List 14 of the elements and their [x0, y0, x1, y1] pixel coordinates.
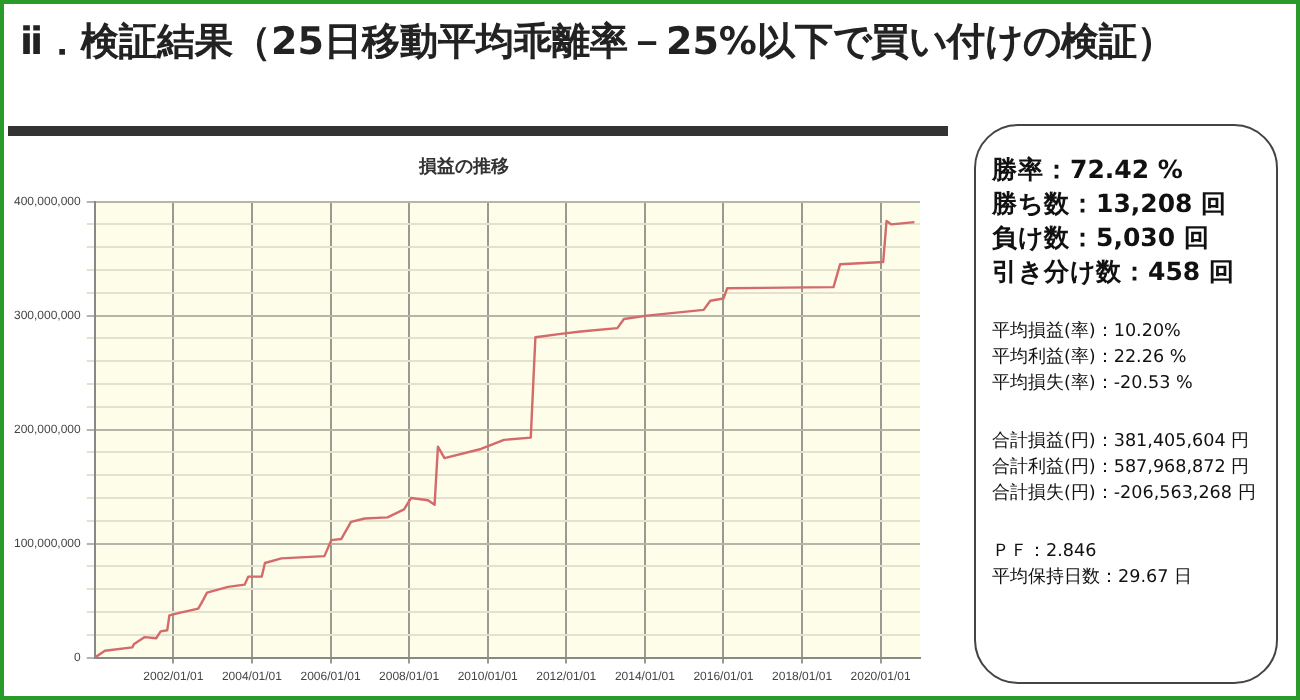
text: 引き分け数：458 回 [992, 254, 1237, 288]
chart-subtitle: 損益の推移 [417, 155, 509, 176]
text: 合計利益(円)：587,968,872 円 [992, 456, 1252, 482]
text: 平均保持日数：29.67 日 [992, 566, 1194, 592]
text: 合計損益(円)：381,405,604 円 [992, 430, 1252, 456]
text: 勝率：72.42 % [992, 152, 1185, 186]
text: 合計損失(円)：-206,563,268 円 [992, 482, 1258, 508]
text: 勝ち数：13,208 回 [992, 186, 1230, 220]
text: ＰＦ：2.846 [992, 540, 1099, 566]
text: 平均損益(率)：10.20% [992, 320, 1183, 346]
text: 負け数：5,030 回 [992, 220, 1212, 254]
text: 平均利益(率)：22.26 % [992, 346, 1189, 372]
chart-title: ⅱ．検証結果（25日移動平均乖離率－25%以下で買い付けの検証） [20, 18, 1175, 68]
text: 平均損失(率)：-20.53 % [992, 372, 1195, 398]
